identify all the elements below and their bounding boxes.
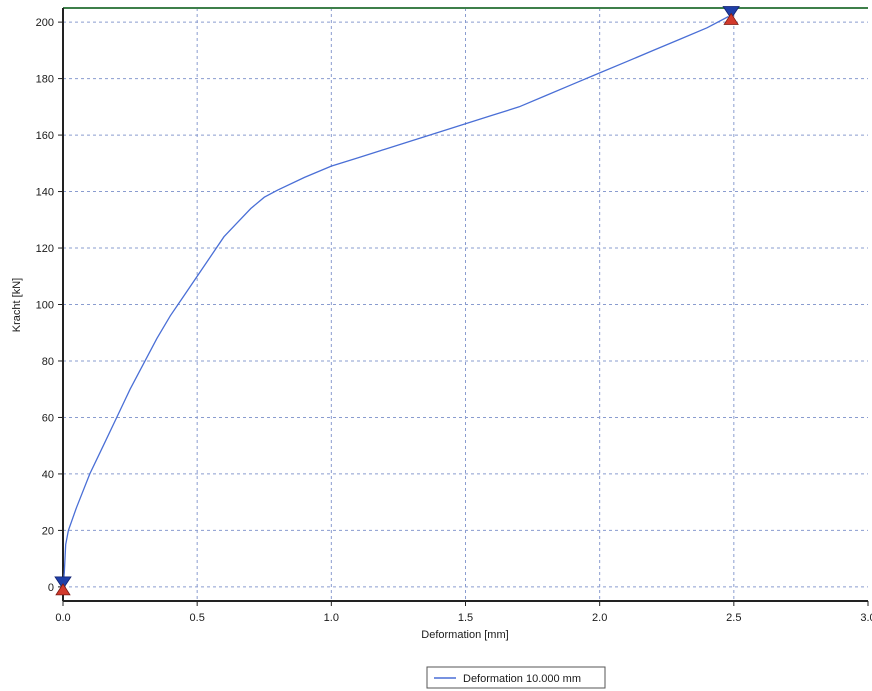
series-group <box>62 15 729 587</box>
y-tick-label: 100 <box>36 300 54 312</box>
axes <box>58 7 869 606</box>
marker-triangle-up <box>55 583 71 596</box>
legend-entry: Deformation 10.000 mm <box>463 673 581 685</box>
legend-box <box>426 666 606 689</box>
legend: Deformation 10.000 mm <box>426 666 606 689</box>
x-tick-label: 1.0 <box>324 612 339 624</box>
series-line <box>62 15 729 587</box>
marker-triangle-up <box>723 12 739 25</box>
marker-triangle-down <box>722 6 740 20</box>
x-axis-label: Deformation [mm] <box>421 629 508 641</box>
y-tick-label: 140 <box>36 187 54 199</box>
y-tick-label: 40 <box>42 469 54 481</box>
y-tick-label: 160 <box>36 130 54 142</box>
x-tick-label: 2.0 <box>592 612 607 624</box>
y-axis-label: Kracht [kN] <box>11 278 23 332</box>
markers-group <box>54 6 740 596</box>
x-tick-label: 0.5 <box>190 612 205 624</box>
x-tick-label: 2.5 <box>726 612 741 624</box>
y-tick-label: 60 <box>42 412 54 424</box>
x-tick-label: 1.5 <box>458 612 473 624</box>
grid <box>63 8 868 601</box>
y-tick-label: 0 <box>48 582 54 594</box>
y-tick-label: 180 <box>36 74 54 86</box>
marker-triangle-down <box>54 576 72 590</box>
y-tick-label: 20 <box>42 525 54 537</box>
y-tick-labels: 0 20 40 60 80 100 120 140 160 180 200 <box>36 17 54 594</box>
y-tick-label: 120 <box>36 243 54 255</box>
x-tick-labels: 0.0 0.5 1.0 1.5 2.0 2.5 3.0 <box>55 612 872 624</box>
x-tick-label: 3.0 <box>860 612 872 624</box>
end-marker <box>722 6 740 25</box>
x-tick-label: 0.0 <box>55 612 70 624</box>
y-tick-label: 200 <box>36 17 54 29</box>
start-marker <box>54 576 72 596</box>
y-tick-label: 80 <box>42 356 54 368</box>
